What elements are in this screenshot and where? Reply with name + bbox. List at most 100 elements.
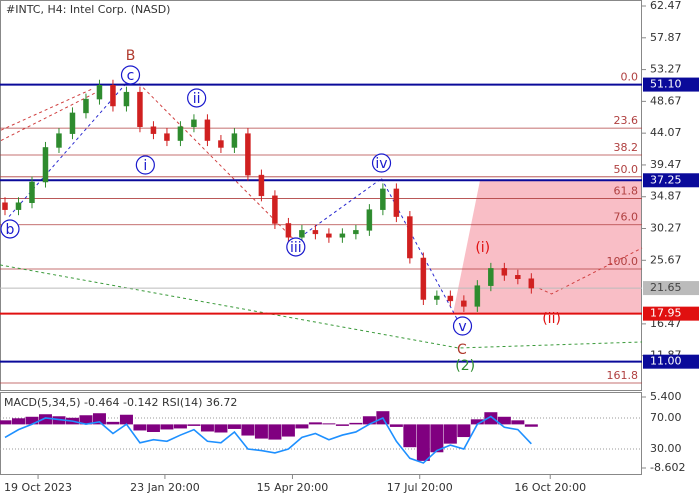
macd-bar	[470, 419, 484, 425]
macd-bar	[308, 422, 322, 425]
wave-circle	[187, 88, 207, 108]
macd-bar	[497, 416, 511, 425]
fib-label: 0.0	[621, 71, 639, 84]
macd-bar	[457, 424, 471, 438]
indicator-frame	[0, 392, 642, 475]
y-tick-label: 39.47	[650, 158, 682, 171]
candle-body	[42, 147, 49, 183]
candle-body	[434, 295, 440, 300]
x-tick-label: 16 Oct 20:00	[514, 481, 586, 494]
wave-label: C	[457, 342, 467, 358]
macd-bar	[416, 424, 430, 461]
candle-body	[245, 133, 251, 176]
y-tick-label: 5.400	[650, 390, 682, 403]
wave-label: i	[143, 158, 147, 174]
price-level-box	[643, 281, 699, 296]
macd-bar	[119, 414, 133, 425]
price-level-box	[643, 354, 699, 369]
target-zone	[453, 180, 642, 314]
wave-circle	[120, 65, 141, 85]
macd-bar	[322, 423, 336, 425]
macd-bar	[362, 416, 376, 425]
candle-body	[15, 202, 22, 210]
fib-label: 50.0	[614, 163, 639, 176]
chart-title: #INTC, H4: Intel Corp. (NASD)	[6, 3, 170, 16]
price-level-box	[643, 306, 699, 321]
wave-circle	[371, 153, 392, 173]
candle-body	[474, 285, 481, 307]
candle-body	[150, 126, 157, 134]
candle-body	[96, 85, 103, 100]
candle-body	[137, 91, 143, 127]
macd-bar	[25, 416, 39, 425]
candle-body	[312, 230, 319, 235]
macd-bar	[146, 424, 160, 432]
candle-body	[515, 275, 521, 279]
wave-label: (2)	[455, 358, 475, 374]
candle-body	[218, 140, 224, 148]
candle-body	[231, 133, 238, 148]
macd-bar	[389, 424, 403, 427]
y-tick-label: 62.47	[650, 0, 682, 12]
wave-line	[0, 88, 93, 131]
candle-body	[380, 188, 386, 210]
wave-circle	[135, 155, 155, 175]
wave-line	[0, 264, 643, 349]
y-tick-label: 30.27	[650, 222, 682, 235]
wave-label: ii	[193, 91, 201, 107]
macd-bar	[214, 424, 228, 433]
fib-label: 38.2	[614, 141, 639, 154]
wave-line	[539, 247, 643, 295]
macd-bar	[268, 424, 282, 440]
candle-body	[2, 202, 8, 210]
y-tick-label: 44.07	[650, 126, 682, 139]
macd-bar	[133, 424, 147, 431]
candle-body	[299, 230, 305, 238]
candle-body	[258, 174, 265, 197]
wave-label: iii	[290, 240, 302, 256]
y-tick-label: 57.87	[650, 31, 682, 44]
candle-body	[123, 91, 130, 107]
candle-body	[83, 98, 89, 114]
y-tick-label: 25.67	[650, 253, 682, 266]
fib-label: 161.8	[607, 369, 639, 382]
candle-body	[366, 209, 373, 231]
rsi-line	[4, 415, 532, 464]
fib-label: 61.8	[614, 185, 639, 198]
price-level-box	[643, 77, 699, 92]
price-level-label: 37.25	[650, 173, 682, 186]
macd-bar	[335, 424, 349, 426]
wave-label: b	[6, 222, 15, 238]
macd-bar	[200, 424, 214, 432]
price-level-label: 21.65	[650, 281, 682, 294]
fib-label: 23.6	[614, 114, 639, 127]
x-tick-label: 19 Oct 2023	[4, 481, 72, 494]
x-tick-label: 17 Jul 20:00	[387, 481, 453, 494]
candle-body	[177, 126, 184, 141]
candle-body	[420, 257, 427, 300]
candle-body	[528, 278, 535, 289]
wave-label: iv	[375, 156, 387, 172]
x-tick-label: 23 Jan 20:00	[130, 481, 200, 494]
macd-bar	[241, 424, 255, 436]
candle-body	[461, 300, 467, 307]
wave-label: (ii)	[542, 311, 561, 327]
macd-bar	[11, 418, 25, 425]
y2-tick-label: 30.00	[650, 442, 682, 455]
candle-body	[285, 223, 292, 238]
macd-bar	[349, 422, 363, 425]
macd-bar	[160, 424, 174, 430]
candle-body	[447, 295, 454, 302]
macd-bar	[79, 415, 93, 425]
zone-layer	[453, 180, 642, 314]
candle-body	[164, 133, 170, 141]
candle-body	[204, 119, 211, 141]
y-tick-label: 53.27	[650, 63, 682, 76]
macd-bar	[403, 424, 417, 448]
macd-bar	[227, 424, 241, 429]
macd-bar	[106, 421, 120, 425]
candle-body	[339, 233, 346, 238]
price-level-label: 17.95	[650, 307, 682, 320]
wave-circle	[452, 316, 473, 336]
